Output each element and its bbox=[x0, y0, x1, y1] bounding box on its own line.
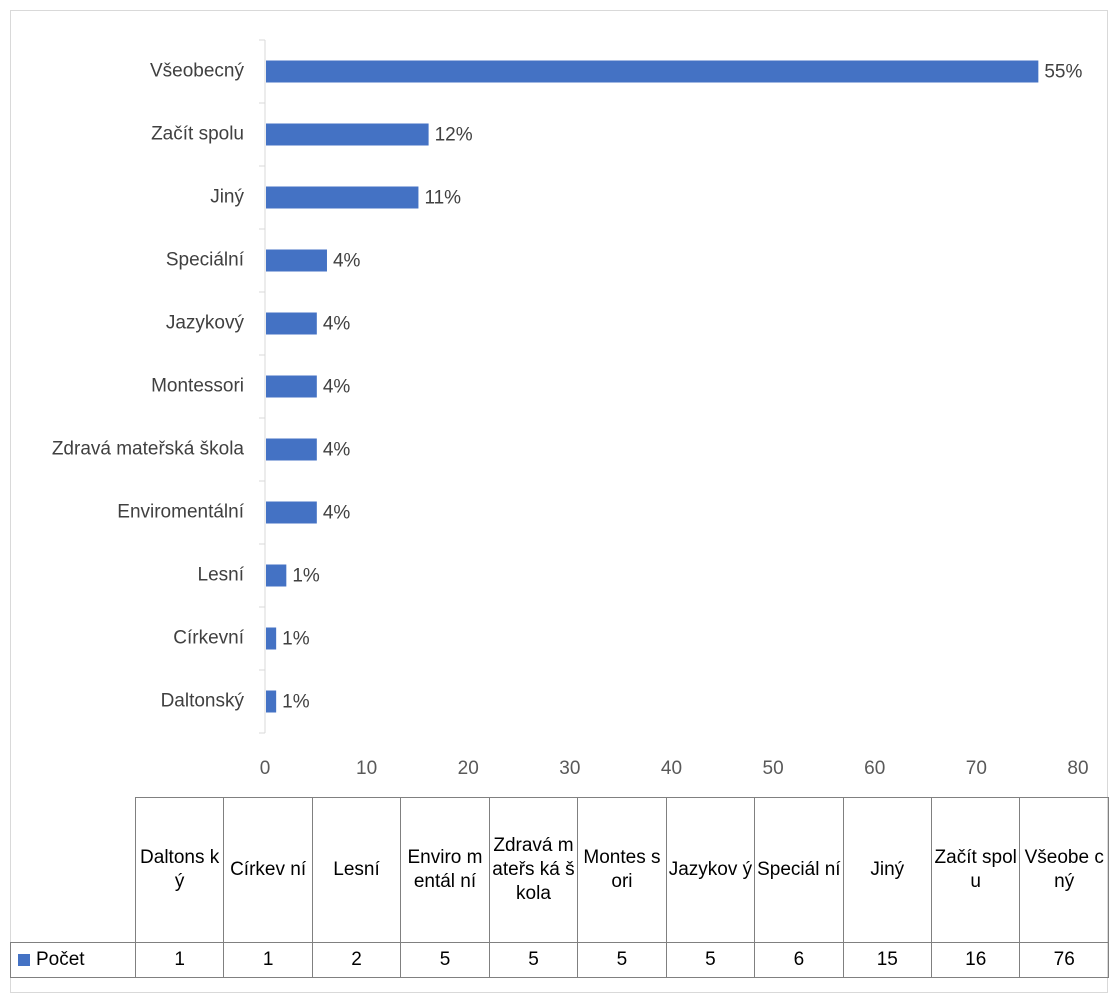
bar bbox=[266, 123, 429, 146]
table-header-cell: Zdravá mateřs ká škola bbox=[488, 797, 579, 943]
table-corner-cell bbox=[10, 797, 136, 943]
table-header-cell: Církev ní bbox=[223, 797, 313, 943]
data-table: Daltons ký Církev ní Lesní Enviro mentál ní… bbox=[10, 797, 1109, 978]
category-label: Jazykový bbox=[166, 313, 245, 334]
bar-chart: 0 10 20 30 40 50 60 70 80 Všeobecný 55% Začít spolu… bbox=[52, 39, 1089, 779]
table-header-cell: Daltons ký bbox=[134, 797, 225, 943]
data-label: 12% bbox=[435, 125, 473, 146]
bar bbox=[266, 312, 317, 335]
table-value-row: Počet 1 1 2 5 5 5 5 6 15 16 76 bbox=[10, 942, 1109, 978]
x-tick-label: 0 bbox=[260, 758, 271, 779]
table-value-cell: 76 bbox=[1019, 942, 1109, 978]
table-value-cell: 1 bbox=[134, 942, 225, 978]
category-label: Všeobecný bbox=[150, 61, 245, 82]
x-tick-label: 70 bbox=[966, 758, 987, 779]
data-label: 4% bbox=[323, 503, 351, 524]
table-header-cell: Montes sori bbox=[577, 797, 667, 943]
category-label: Zdravá mateřská škola bbox=[52, 439, 245, 460]
data-label: 55% bbox=[1044, 62, 1082, 83]
x-tick-label: 20 bbox=[458, 758, 479, 779]
data-label: 1% bbox=[292, 566, 320, 587]
category-label: Speciální bbox=[166, 250, 245, 271]
bar bbox=[266, 438, 317, 461]
x-tick-label: 30 bbox=[559, 758, 580, 779]
table-header-cell: Enviro mentál ní bbox=[400, 797, 490, 943]
category-label: Montessori bbox=[151, 376, 244, 397]
category-label: Lesní bbox=[198, 565, 245, 586]
data-label: 4% bbox=[323, 314, 351, 335]
x-tick-label: 10 bbox=[356, 758, 377, 779]
data-label: 11% bbox=[424, 188, 461, 209]
table-value-cell: 16 bbox=[930, 942, 1021, 978]
table-value-cell: 6 bbox=[754, 942, 844, 978]
category-label: Daltonský bbox=[161, 691, 245, 712]
legend-cell: Počet bbox=[10, 942, 136, 978]
table-header-cell: Lesní bbox=[311, 797, 402, 943]
table-value-cell: 5 bbox=[665, 942, 756, 978]
x-tick-label: 40 bbox=[661, 758, 682, 779]
table-header-row: Daltons ký Církev ní Lesní Enviro mentál ní… bbox=[10, 797, 1109, 943]
category-label: Církevní bbox=[173, 628, 244, 649]
data-label: 4% bbox=[323, 440, 351, 461]
bar bbox=[266, 501, 317, 524]
bar bbox=[266, 60, 1039, 83]
table-value-cell: 15 bbox=[842, 942, 933, 978]
data-label: 4% bbox=[333, 251, 361, 272]
category-label: Začít spolu bbox=[151, 124, 244, 145]
legend-swatch bbox=[18, 953, 30, 966]
bar bbox=[266, 375, 317, 398]
data-label: 1% bbox=[282, 629, 310, 650]
table-header-cell: Začít spolu bbox=[930, 797, 1021, 943]
bar bbox=[266, 690, 277, 713]
table-header-cell: Jiný bbox=[842, 797, 933, 943]
legend-series-name: Počet bbox=[36, 949, 85, 970]
table-header-cell: Jazykov ý bbox=[665, 797, 756, 943]
x-tick-label: 50 bbox=[763, 758, 784, 779]
bar bbox=[266, 564, 287, 587]
bar bbox=[266, 249, 327, 272]
bar bbox=[266, 627, 277, 650]
data-label: 1% bbox=[282, 692, 310, 713]
category-label: Jiný bbox=[210, 187, 244, 208]
x-tick-label: 60 bbox=[864, 758, 885, 779]
table-value-cell: 2 bbox=[311, 942, 402, 978]
table-header-cell: Speciál ní bbox=[754, 797, 844, 943]
data-label: 4% bbox=[323, 377, 351, 398]
category-label: Enviromentální bbox=[117, 502, 244, 523]
x-tick-label: 80 bbox=[1067, 758, 1088, 779]
table-value-cell: 1 bbox=[223, 942, 313, 978]
table-value-cell: 5 bbox=[577, 942, 667, 978]
table-value-cell: 5 bbox=[488, 942, 579, 978]
table-header-cell: Všeobe cný bbox=[1019, 797, 1109, 943]
bar bbox=[266, 186, 419, 209]
table-value-cell: 5 bbox=[400, 942, 490, 978]
